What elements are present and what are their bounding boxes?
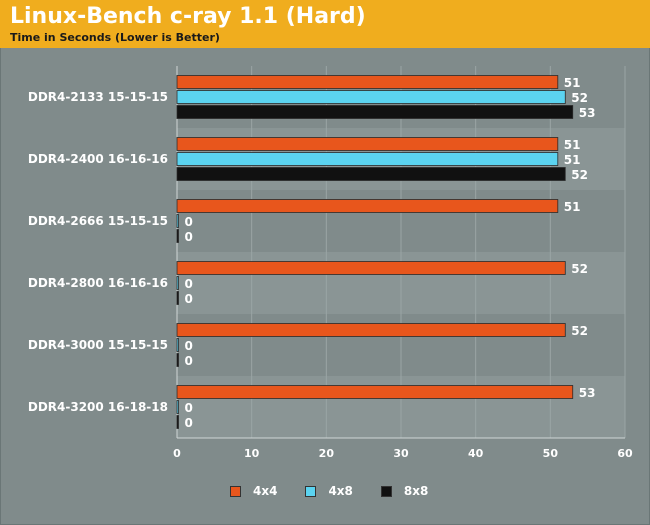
bar-8x8: [176, 291, 179, 305]
data-label-4x8: 0: [185, 339, 193, 353]
bar-4x8: [176, 338, 179, 352]
bar-4x4: [176, 323, 566, 337]
data-label-4x4: 51: [564, 138, 581, 152]
legend-swatch-4x8: [305, 485, 317, 497]
bar-4x8: [176, 214, 179, 228]
legend-label-8x8: 8x8: [403, 484, 429, 498]
legend-label-4x8: 4x8: [328, 484, 353, 498]
data-label-4x8: 0: [185, 401, 193, 415]
chart-legend: 4x4 4x8 8x8: [230, 483, 456, 499]
bar-4x4: [176, 385, 574, 399]
x-tick-label: 30: [393, 447, 409, 460]
bar-4x8: [176, 90, 566, 104]
data-label-4x4: 52: [571, 324, 588, 338]
data-label-4x4: 53: [579, 386, 596, 400]
bar-8x8: [176, 415, 179, 429]
x-tick-label: 0: [173, 447, 181, 460]
data-label-4x4: 52: [571, 262, 588, 276]
legend-swatch-8x8: [380, 485, 392, 497]
data-label-4x8: 0: [185, 215, 193, 229]
data-label-8x8: 53: [579, 106, 596, 120]
data-label-4x8: 52: [571, 91, 588, 105]
bar-8x8: [176, 167, 566, 181]
category-label: DDR4-3200 16-18-18: [28, 400, 168, 414]
legend-label-4x4: 4x4: [253, 484, 278, 498]
x-tick-label: 40: [468, 447, 484, 460]
bar-8x8: [176, 229, 179, 243]
legend-item-4x8: 4x8: [305, 484, 353, 498]
category-label: DDR4-2400 16-16-16: [28, 152, 168, 166]
category-label: DDR4-3000 15-15-15: [28, 338, 168, 352]
category-label: DDR4-2666 15-15-15: [28, 214, 168, 228]
bar-8x8: [176, 353, 179, 367]
bar-4x8: [176, 400, 179, 414]
bar-4x4: [176, 199, 559, 213]
chart-subtitle: Time in Seconds (Lower is Better): [10, 31, 220, 44]
bar-4x4: [176, 261, 566, 275]
category-label: DDR4-2800 16-16-16: [28, 276, 168, 290]
data-label-8x8: 0: [185, 416, 193, 430]
category-label: DDR4-2133 15-15-15: [28, 90, 168, 104]
chart-header: Linux-Bench c-ray 1.1 (Hard) Time in Sec…: [0, 0, 650, 48]
legend-swatch-4x4: [230, 485, 241, 497]
x-tick-label: 60: [617, 447, 633, 460]
legend-item-8x8: 8x8: [380, 484, 429, 498]
chart-title: Linux-Bench c-ray 1.1 (Hard): [10, 4, 366, 29]
data-label-4x4: 51: [564, 76, 581, 90]
bar-4x8: [176, 152, 559, 166]
bar-4x4: [176, 137, 559, 151]
data-label-8x8: 52: [571, 168, 588, 182]
bar-4x8: [176, 276, 179, 290]
legend-item-4x4: 4x4: [230, 484, 277, 498]
data-label-4x8: 51: [564, 153, 581, 167]
data-label-4x8: 0: [185, 277, 193, 291]
x-tick-label: 50: [543, 447, 559, 460]
data-label-8x8: 0: [185, 292, 193, 306]
data-label-8x8: 0: [185, 354, 193, 368]
data-label-4x4: 51: [564, 200, 581, 214]
x-tick-label: 10: [244, 447, 260, 460]
bar-4x4: [176, 75, 559, 89]
data-label-8x8: 0: [185, 230, 193, 244]
bar-8x8: [176, 105, 574, 119]
x-tick-label: 20: [319, 447, 335, 460]
